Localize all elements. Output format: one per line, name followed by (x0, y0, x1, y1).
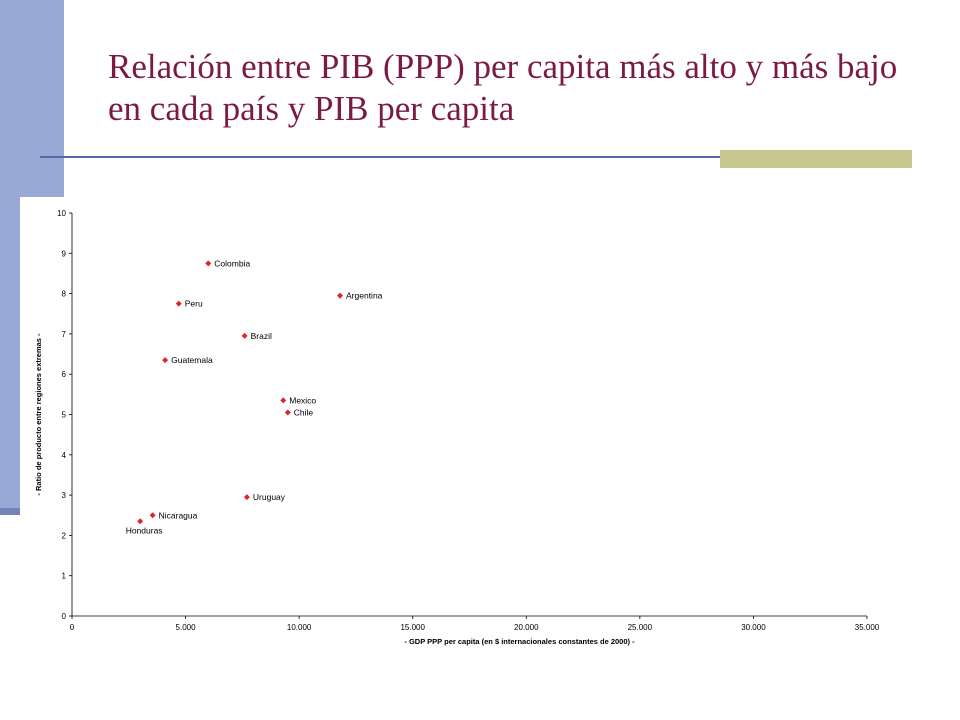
data-point-colombia (205, 260, 212, 267)
y-tick-label: 5 (62, 411, 67, 420)
y-axis-ticks: 0 1 2 3 4 5 6 7 8 9 10 (57, 209, 72, 621)
data-point-uruguay (243, 494, 250, 501)
data-point-argentina (337, 292, 344, 299)
point-label-nicaragua: Nicaragua (159, 510, 198, 520)
title-rule (40, 156, 912, 158)
y-tick-label: 4 (62, 451, 67, 460)
x-axis-title: - GDP PPP per capita (en $ internacional… (404, 637, 635, 646)
y-tick-label: 0 (62, 612, 67, 621)
point-label-colombia: Colombia (214, 258, 250, 268)
x-tick-label: 20.000 (514, 623, 539, 632)
data-point-peru (175, 300, 182, 307)
data-points: Colombia Argentina Peru Brazil Guatemala Mexi… (126, 258, 383, 535)
x-axis-ticks: 0 5.000 10.000 15.000 20.000 25.000 30.000 35.0… (70, 616, 880, 632)
data-point-chile (284, 409, 291, 416)
x-tick-label: 10.000 (287, 623, 312, 632)
point-label-mexico: Mexico (289, 395, 316, 405)
y-tick-label: 7 (62, 330, 67, 339)
x-tick-label: 35.000 (855, 623, 880, 632)
slide-side-bar-shadow (0, 508, 22, 515)
y-tick-label: 3 (62, 491, 67, 500)
data-point-mexico (280, 397, 287, 404)
x-tick-label: 30.000 (741, 623, 766, 632)
point-label-guatemala: Guatemala (171, 355, 213, 365)
data-point-brazil (241, 332, 248, 339)
y-tick-label: 8 (62, 290, 67, 299)
x-tick-label: 0 (70, 623, 75, 632)
point-label-argentina: Argentina (346, 291, 383, 301)
data-point-nicaragua (149, 512, 156, 519)
point-label-uruguay: Uruguay (253, 492, 286, 502)
chart-panel: 0 1 2 3 4 5 6 7 8 9 10 0 5.000 10.000 15.000 20.000 25.… (20, 197, 902, 650)
slide-title: Relación entre PIB (PPP) per capita más … (108, 47, 898, 128)
accent-block (720, 150, 912, 168)
y-tick-label: 2 (62, 531, 67, 540)
y-tick-label: 1 (62, 572, 67, 581)
x-tick-label: 5.000 (176, 623, 197, 632)
point-label-brazil: Brazil (251, 331, 272, 341)
y-axis-title: - Ratio de producto entre regiones extre… (34, 333, 43, 496)
y-tick-label: 6 (62, 370, 67, 379)
point-label-chile: Chile (294, 407, 314, 417)
scatter-chart: 0 1 2 3 4 5 6 7 8 9 10 0 5.000 10.000 15.000 20.000 25.… (34, 209, 880, 646)
x-tick-label: 15.000 (400, 623, 425, 632)
y-tick-label: 10 (57, 209, 66, 218)
x-tick-label: 25.000 (628, 623, 653, 632)
y-tick-label: 9 (62, 249, 67, 258)
point-label-honduras: Honduras (126, 525, 163, 535)
point-label-peru: Peru (185, 299, 203, 309)
data-point-honduras (137, 518, 144, 525)
data-point-guatemala (162, 357, 169, 364)
